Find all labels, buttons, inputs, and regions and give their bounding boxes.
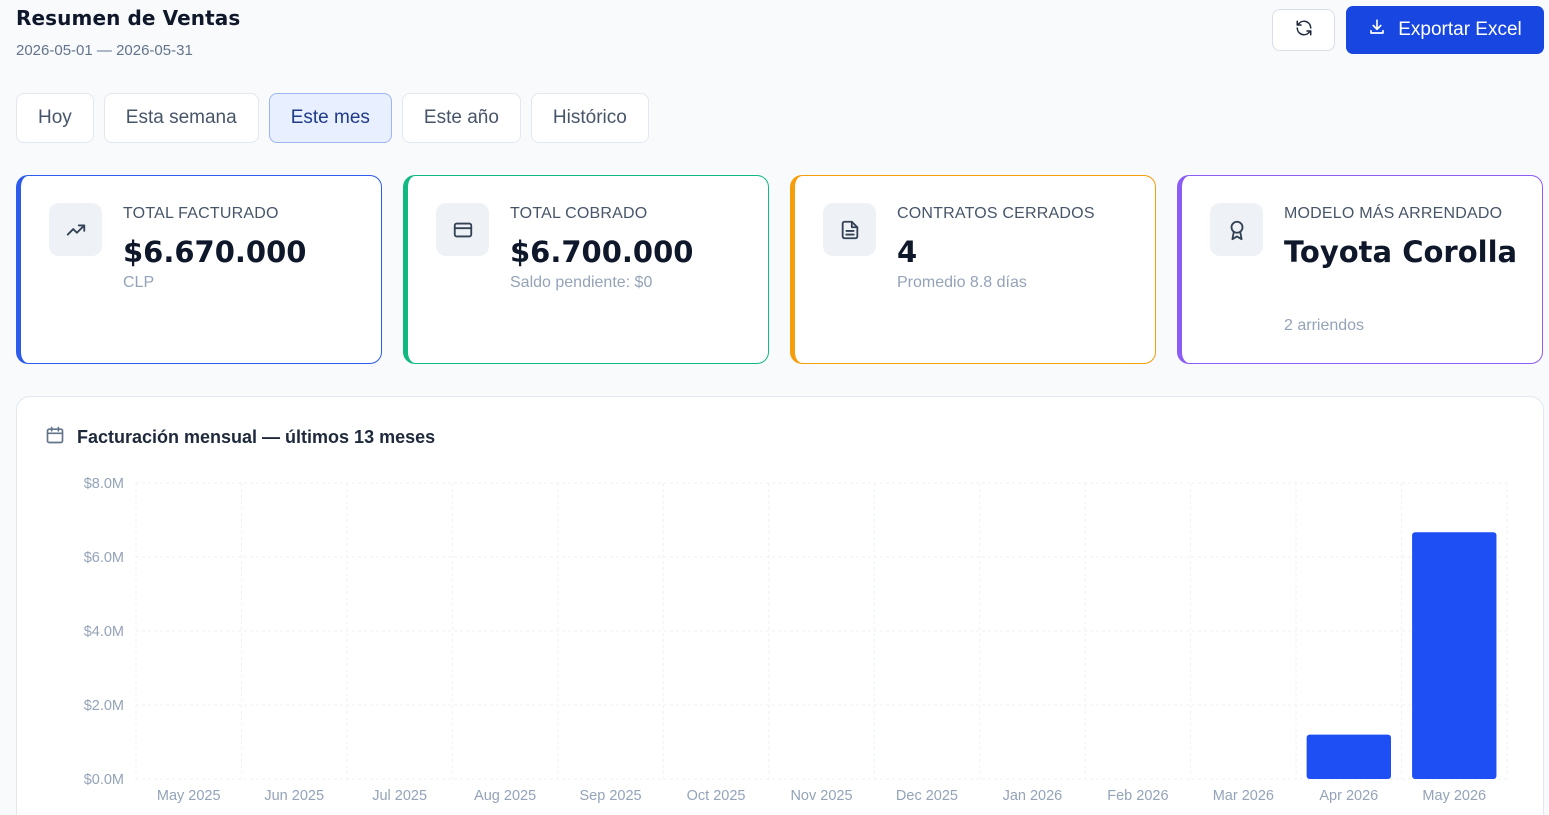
chart-title: Facturación mensual — últimos 13 meses [77,427,436,447]
page-header: Resumen de Ventas 2026-05-01 — 2026-05-3… [16,6,240,59]
kpi-label: MODELO MÁS ARRENDADO [1284,205,1503,222]
y-tick-label: $0.0M [84,772,124,788]
date-range: 2026-05-01 — 2026-05-31 [16,42,193,59]
y-tick-label: $6.0M [84,550,124,566]
export-excel-button[interactable]: Exportar Excel [1346,6,1544,54]
y-tick-label: $2.0M [84,698,124,714]
award-icon [1210,203,1263,256]
x-tick-label: Oct 2025 [687,788,746,804]
x-tick-label: Jan 2026 [1003,788,1063,804]
x-tick-label: May 2026 [1422,788,1486,804]
page-title: Resumen de Ventas [16,6,241,30]
period-tabs: Hoy Esta semana Este mes Este año Histór… [16,93,649,143]
kpi-subtext: CLP [123,274,155,291]
document-icon [823,203,876,256]
x-tick-label: Sep 2025 [580,788,642,804]
kpi-value: 4 [897,235,918,269]
tab-hoy[interactable]: Hoy [16,93,94,143]
trending-up-icon [49,203,102,256]
tab-este-mes[interactable]: Este mes [268,93,392,143]
x-tick-label: Jun 2025 [264,788,324,804]
x-tick-label: Mar 2026 [1213,788,1274,804]
kpi-value: Toyota Corolla [1284,235,1518,269]
kpi-subtext: Promedio 8.8 días [897,274,1027,291]
y-tick-label: $4.0M [84,624,124,640]
kpi-card-total-facturado: TOTAL FACTURADO $6.670.000 CLP [16,175,382,364]
credit-card-icon [436,203,489,256]
y-tick-label: $8.0M [84,476,124,492]
download-icon [1368,18,1386,42]
kpi-label: TOTAL COBRADO [510,205,648,222]
x-tick-label: Aug 2025 [474,788,536,804]
kpi-card-modelo-mas-arrendado: MODELO MÁS ARRENDADO Toyota Corolla 2 ar… [1177,175,1543,364]
bar-chart: $0.0M $2.0M $4.0M $6.0M $8.0M May 2025 Jun 202… [84,476,1508,804]
monthly-billing-chart-panel: Facturación mensual — últimos 13 meses $… [16,396,1544,815]
kpi-label: TOTAL FACTURADO [123,205,279,222]
chart-header: Facturación mensual — últimos 13 meses [45,425,435,450]
tab-esta-semana[interactable]: Esta semana [103,93,259,143]
refresh-icon [1295,19,1313,42]
tab-este-ano[interactable]: Este año [401,93,521,143]
kpi-subtext: 2 arriendos [1284,317,1365,334]
bar [1306,734,1391,779]
kpi-cards: TOTAL FACTURADO $6.670.000 CLP TOTAL COB… [16,175,1543,364]
export-excel-label: Exportar Excel [1398,19,1522,40]
kpi-value: $6.670.000 [123,235,307,269]
x-tick-label: Nov 2025 [790,788,852,804]
kpi-card-total-cobrado: TOTAL COBRADO $6.700.000 Saldo pendiente… [403,175,769,364]
kpi-value: $6.700.000 [510,235,694,269]
x-tick-label: Apr 2026 [1319,788,1378,804]
tab-historico[interactable]: Histórico [530,93,649,143]
x-tick-label: Dec 2025 [896,788,958,804]
x-tick-label: Jul 2025 [372,788,427,804]
refresh-button[interactable] [1272,9,1335,51]
kpi-label: CONTRATOS CERRADOS [897,205,1095,222]
kpi-subtext: Saldo pendiente: $0 [510,274,653,291]
kpi-card-contratos-cerrados: CONTRATOS CERRADOS 4 Promedio 8.8 días [790,175,1156,364]
x-tick-label: Feb 2026 [1107,788,1168,804]
bar [1412,532,1497,779]
x-tick-label: May 2025 [157,788,221,804]
calendar-icon [45,425,65,450]
